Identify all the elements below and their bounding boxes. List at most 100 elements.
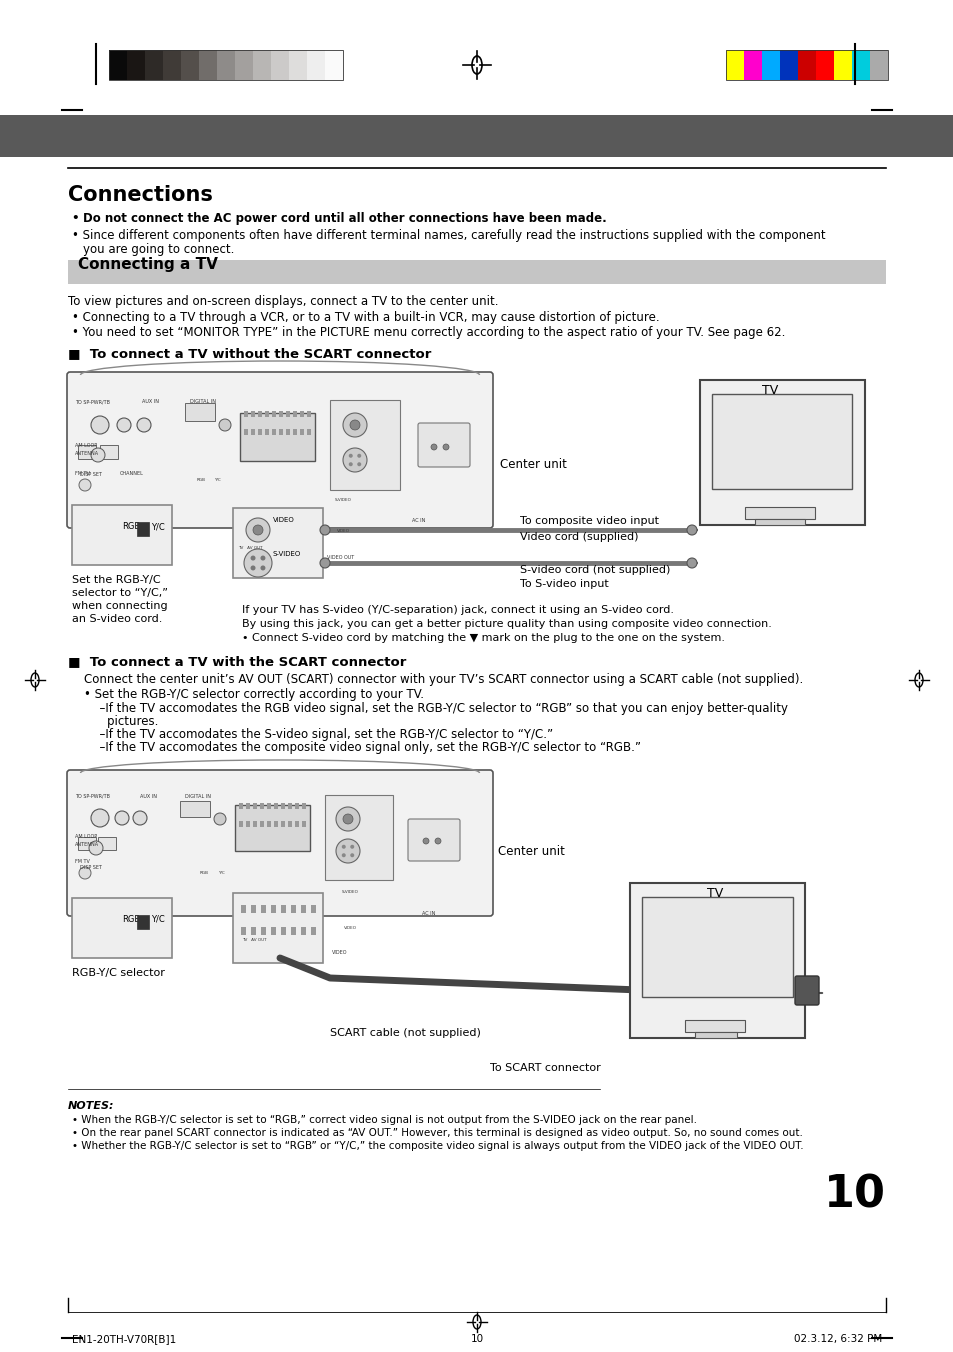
Text: Center unit: Center unit xyxy=(499,458,566,470)
Bar xyxy=(100,445,118,458)
Text: •: • xyxy=(71,212,84,224)
Text: an S-video cord.: an S-video cord. xyxy=(71,614,162,625)
Circle shape xyxy=(341,853,345,857)
FancyBboxPatch shape xyxy=(67,372,493,529)
Text: 02.3.12, 6:32 PM: 02.3.12, 6:32 PM xyxy=(793,1334,882,1344)
Bar xyxy=(137,522,149,535)
Text: Video cord (supplied): Video cord (supplied) xyxy=(519,531,638,542)
Circle shape xyxy=(79,867,91,879)
Bar xyxy=(281,904,286,913)
Circle shape xyxy=(356,462,361,466)
FancyBboxPatch shape xyxy=(67,771,493,917)
Bar xyxy=(137,915,149,929)
Circle shape xyxy=(89,841,103,854)
Text: Connecting a TV: Connecting a TV xyxy=(78,257,217,272)
Text: RGB-Y/C selector: RGB-Y/C selector xyxy=(71,968,165,977)
Bar xyxy=(302,803,306,808)
Text: TV   AV OUT: TV AV OUT xyxy=(242,938,266,942)
Text: EN1-20TH-V70R[B]1: EN1-20TH-V70R[B]1 xyxy=(71,1334,176,1344)
Bar xyxy=(253,803,256,808)
Bar xyxy=(302,821,306,827)
Bar xyxy=(293,429,296,435)
Circle shape xyxy=(431,443,436,450)
Text: Connect the center unit’s AV OUT (SCART) connector with your TV’s SCART connecto: Connect the center unit’s AV OUT (SCART)… xyxy=(84,673,802,685)
Text: Y/C: Y/C xyxy=(213,479,220,483)
Bar xyxy=(253,821,256,827)
Bar xyxy=(281,821,285,827)
Text: Y/C: Y/C xyxy=(151,915,165,923)
Bar xyxy=(233,508,323,579)
Text: • Whether the RGB-Y/C selector is set to “RGB” or “Y/C,” the composite video sig: • Whether the RGB-Y/C selector is set to… xyxy=(71,1141,802,1151)
Text: TO SP-PWR/TB: TO SP-PWR/TB xyxy=(75,399,110,404)
Bar xyxy=(695,1032,737,1038)
Text: selector to “Y/C,”: selector to “Y/C,” xyxy=(71,588,168,598)
Bar xyxy=(307,50,325,80)
Bar xyxy=(163,50,181,80)
Bar xyxy=(71,898,172,959)
Bar xyxy=(234,50,253,80)
Circle shape xyxy=(686,558,697,568)
Bar xyxy=(278,429,283,435)
Text: • Connect S-video cord by matching the ▼ mark on the plug to the one on the syst: • Connect S-video cord by matching the ▼… xyxy=(242,633,724,644)
Text: • Since different components often have different terminal names, carefully read: • Since different components often have … xyxy=(71,228,824,242)
Bar xyxy=(257,429,262,435)
Text: • You need to set “MONITOR TYPE” in the PICTURE menu correctly according to the : • You need to set “MONITOR TYPE” in the … xyxy=(71,326,784,339)
Bar xyxy=(641,896,792,996)
Bar xyxy=(239,803,243,808)
Text: AC IN: AC IN xyxy=(421,911,435,917)
Text: By using this jack, you can get a better picture quality than using composite vi: By using this jack, you can get a better… xyxy=(242,619,771,629)
Text: Center unit: Center unit xyxy=(497,845,564,859)
Bar xyxy=(281,927,286,936)
Circle shape xyxy=(422,838,429,844)
Bar xyxy=(109,50,127,80)
Text: FM TV: FM TV xyxy=(75,470,90,476)
Text: Do not connect the AC power cord until all other connections have been made.: Do not connect the AC power cord until a… xyxy=(83,212,606,224)
Bar xyxy=(109,50,343,80)
Bar xyxy=(629,883,804,1038)
Bar xyxy=(288,821,292,827)
Text: AUX IN: AUX IN xyxy=(140,794,157,799)
Circle shape xyxy=(91,448,105,462)
Bar xyxy=(711,393,851,489)
Circle shape xyxy=(115,811,129,825)
Bar xyxy=(797,50,815,80)
Bar xyxy=(199,50,216,80)
Bar xyxy=(743,50,761,80)
Bar xyxy=(265,429,269,435)
Circle shape xyxy=(319,525,330,535)
Text: S-video cord (not supplied): S-video cord (not supplied) xyxy=(519,565,670,575)
Text: VIDEO: VIDEO xyxy=(336,529,350,533)
Circle shape xyxy=(260,556,265,561)
Bar xyxy=(299,411,304,416)
Circle shape xyxy=(79,479,91,491)
Bar xyxy=(246,821,250,827)
Circle shape xyxy=(219,419,231,431)
Bar xyxy=(145,50,163,80)
Circle shape xyxy=(350,853,354,857)
Text: • On the rear panel SCART connector is indicated as “AV OUT.” However, this term: • On the rear panel SCART connector is i… xyxy=(71,1128,802,1138)
Text: TO SP-PWR/TB: TO SP-PWR/TB xyxy=(75,794,110,799)
Bar xyxy=(815,50,833,80)
Bar xyxy=(301,904,306,913)
Bar xyxy=(293,411,296,416)
Bar xyxy=(274,803,277,808)
Bar xyxy=(233,894,323,963)
Text: CHANNEL: CHANNEL xyxy=(120,470,144,476)
Text: S-VIDEO: S-VIDEO xyxy=(335,498,352,502)
Circle shape xyxy=(251,556,255,561)
Bar xyxy=(294,821,298,827)
Bar xyxy=(98,837,116,850)
Bar xyxy=(278,411,283,416)
Text: ANTENNA: ANTENNA xyxy=(75,452,99,456)
Text: Y/C: Y/C xyxy=(218,871,225,875)
Bar xyxy=(253,50,271,80)
Circle shape xyxy=(246,518,270,542)
Text: DISP SET: DISP SET xyxy=(80,472,102,477)
Text: NOTES:: NOTES: xyxy=(68,1101,114,1111)
Bar xyxy=(325,795,393,880)
Text: S-VIDEO: S-VIDEO xyxy=(273,552,301,557)
Text: AUX IN: AUX IN xyxy=(142,399,159,404)
Bar xyxy=(261,904,266,913)
Circle shape xyxy=(137,418,151,433)
Bar xyxy=(301,927,306,936)
